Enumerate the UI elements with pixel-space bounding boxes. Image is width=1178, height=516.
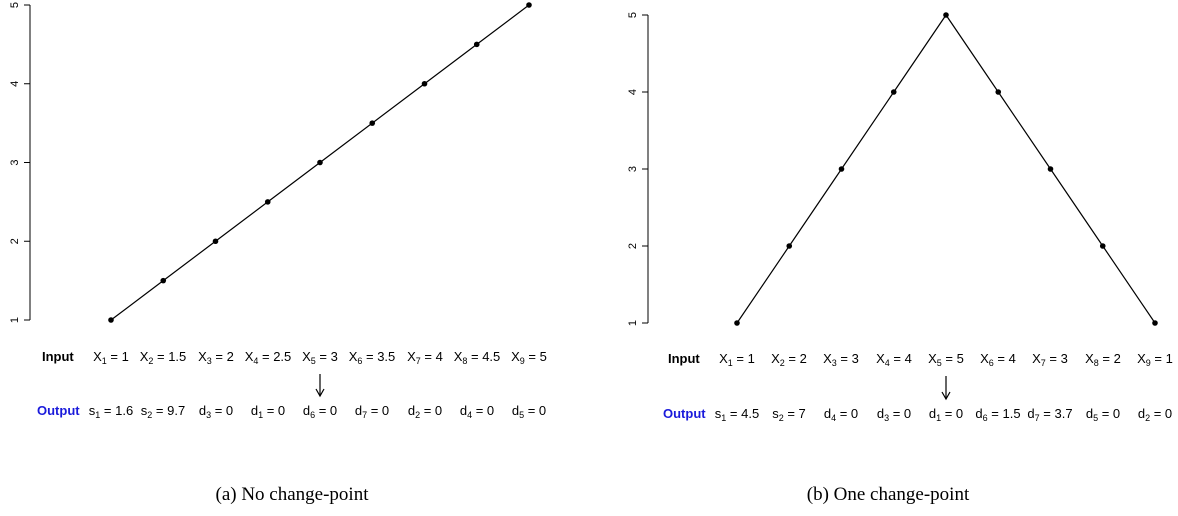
data-point	[317, 159, 323, 166]
caption-a: (a) No change-point	[216, 484, 370, 505]
y-tick-label: 5	[9, 2, 21, 8]
output-value: d6 = 1.5	[975, 406, 1020, 423]
output-value: s1 = 4.5	[715, 406, 759, 423]
input-value: X7 = 4	[407, 349, 443, 366]
data-point	[838, 166, 845, 172]
input-label: Input	[668, 351, 700, 366]
y-tick-label: 4	[9, 81, 21, 87]
data-point	[943, 12, 949, 18]
output-value: d6 = 0	[303, 403, 337, 420]
data-point	[995, 89, 1002, 95]
y-tick-label: 2	[9, 238, 21, 244]
y-tick-label: 3	[627, 166, 639, 172]
input-value: X4 = 2.5	[245, 349, 292, 366]
data-point	[160, 277, 167, 284]
data-point	[734, 320, 740, 326]
output-value: d7 = 0	[355, 403, 389, 420]
data-point	[421, 80, 428, 87]
output-value: d2 = 0	[408, 403, 442, 420]
output-value: d4 = 0	[460, 403, 494, 420]
data-point	[473, 41, 480, 48]
input-value: X5 = 5	[928, 351, 964, 368]
output-value: s2 = 9.7	[141, 403, 185, 420]
input-label: Input	[42, 349, 74, 364]
input-value: X3 = 3	[823, 351, 859, 368]
y-tick-label: 3	[9, 159, 21, 165]
data-point	[526, 2, 532, 8]
output-value: d1 = 0	[251, 403, 285, 420]
input-value: X8 = 2	[1085, 351, 1121, 368]
output-value: d3 = 0	[877, 406, 911, 423]
output-value: d5 = 0	[1086, 406, 1120, 423]
input-value: X4 = 4	[876, 351, 912, 368]
input-value: X9 = 1	[1137, 351, 1173, 368]
input-value: X5 = 3	[302, 349, 338, 366]
input-value: X2 = 2	[771, 351, 807, 368]
input-value: X7 = 3	[1032, 351, 1068, 368]
output-value: d5 = 0	[512, 403, 546, 420]
output-value: s1 = 1.6	[89, 403, 133, 420]
data-point	[108, 317, 114, 323]
output-value: d2 = 0	[1138, 406, 1172, 423]
output-label: Output	[37, 403, 80, 418]
data-point	[212, 238, 219, 245]
data-point	[1099, 243, 1106, 249]
y-tick-label: 2	[627, 243, 639, 249]
output-value: d3 = 0	[199, 403, 233, 420]
input-value: X1 = 1	[719, 351, 755, 368]
data-point	[890, 89, 897, 95]
input-value: X6 = 3.5	[349, 349, 396, 366]
data-point	[1152, 320, 1158, 326]
input-value: X2 = 1.5	[140, 349, 187, 366]
data-point	[369, 120, 376, 126]
y-tick-label: 4	[627, 89, 639, 95]
series-line	[736, 13, 1156, 324]
input-value: X6 = 4	[980, 351, 1016, 368]
input-value: X3 = 2	[198, 349, 234, 366]
arrow-head	[941, 391, 951, 401]
output-value: d4 = 0	[824, 406, 858, 423]
panel-b: 1 2 3 4 5 Input X1 = 1 X2 = 2 X3 = 3 X4 = 4 X5 = 5…	[627, 12, 1173, 423]
data-point	[1047, 166, 1054, 172]
y-tick-label: 5	[627, 12, 639, 18]
data-point	[264, 199, 271, 205]
input-value: X1 = 1	[93, 349, 129, 366]
output-label: Output	[663, 406, 706, 421]
input-value: X9 = 5	[511, 349, 547, 366]
output-value: s2 = 7	[772, 406, 806, 423]
output-value: d1 = 0	[929, 406, 963, 423]
panel-a: 1 2 3 4 5 Input X1 = 1 X2 = 1.5 X3 = 2 X4 = 2.5 X5…	[9, 2, 547, 420]
caption-b: (b) One change-point	[807, 484, 970, 505]
arrow-head	[315, 388, 325, 398]
data-point	[786, 243, 793, 249]
y-tick-label: 1	[627, 320, 639, 326]
y-tick-label: 1	[9, 317, 21, 323]
input-value: X8 = 4.5	[454, 349, 501, 366]
output-value: d7 = 3.7	[1027, 406, 1072, 423]
